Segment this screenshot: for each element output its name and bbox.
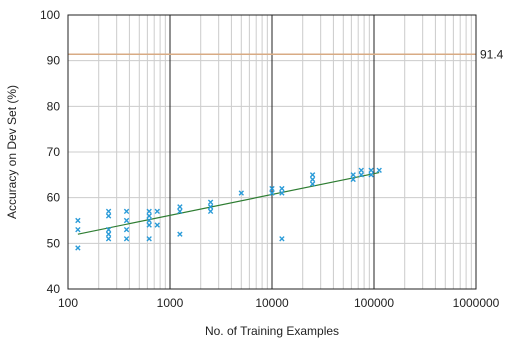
- data-point: [309, 176, 316, 183]
- data-point: [376, 167, 382, 173]
- data-point: [123, 226, 130, 233]
- data-point: [309, 181, 316, 187]
- y-tick-label: 60: [47, 191, 61, 205]
- data-point: [358, 167, 364, 173]
- data-point: [146, 208, 152, 215]
- data-point: [105, 208, 112, 215]
- data-point: [75, 217, 81, 224]
- data-point: [368, 167, 374, 173]
- x-tick-labels: 100 1000 10000 100000 1000000: [58, 296, 500, 310]
- axes: [67, 14, 477, 290]
- data-point: [279, 236, 285, 242]
- data-point: [368, 172, 374, 178]
- data-point: [105, 236, 112, 242]
- y-tick-label: 100: [40, 8, 60, 22]
- data-point: [105, 213, 112, 219]
- y-tick-label: 80: [47, 99, 61, 113]
- y-tick-labels: 40 50 60 70 80 90 100: [40, 8, 60, 296]
- data-point: [123, 217, 130, 224]
- reference-line-label: 91.4: [480, 47, 504, 61]
- x-tick-label: 10000: [255, 296, 289, 310]
- x-tick-label: 1000: [157, 296, 184, 310]
- plot-frame: [67, 14, 477, 290]
- y-tick-label: 50: [47, 236, 61, 250]
- reference-line-group: 91.4: [68, 47, 504, 61]
- data-point: [177, 231, 183, 237]
- data-point: [207, 204, 214, 210]
- data-point: [177, 204, 183, 210]
- x-tick-label: 1000000: [453, 296, 500, 310]
- data-point: [75, 245, 81, 251]
- x-axis-label: No. of Training Examples: [205, 324, 339, 338]
- data-point: [207, 208, 214, 215]
- data-point: [238, 190, 244, 196]
- data-point: [309, 172, 316, 178]
- data-point: [154, 208, 160, 215]
- data-point: [350, 172, 356, 178]
- y-tick-label: 40: [47, 282, 61, 296]
- data-point: [177, 208, 183, 215]
- data-point: [279, 190, 285, 196]
- data-point: [146, 217, 152, 224]
- data-point: [269, 185, 275, 192]
- data-point: [123, 208, 130, 215]
- data-point: [279, 185, 285, 192]
- data-point: [358, 172, 364, 178]
- y-axis-label: Accuracy on Dev Set (%): [5, 85, 19, 219]
- data-point: [154, 222, 160, 228]
- data-point: [123, 236, 130, 242]
- data-point: [105, 226, 112, 233]
- data-point: [350, 176, 356, 183]
- trendline-group: [77, 171, 380, 235]
- data-point: [146, 213, 152, 219]
- x-tick-label: 100000: [354, 296, 394, 310]
- data-points: [75, 167, 382, 251]
- data-point: [269, 190, 275, 196]
- y-tick-label: 70: [47, 145, 61, 159]
- x-tick-label: 100: [58, 296, 78, 310]
- trendline: [77, 171, 380, 235]
- data-point: [146, 222, 152, 228]
- data-point: [105, 231, 112, 237]
- data-point: [207, 199, 214, 205]
- data-point: [146, 236, 152, 242]
- y-tick-label: 90: [47, 54, 61, 68]
- data-point: [75, 226, 81, 233]
